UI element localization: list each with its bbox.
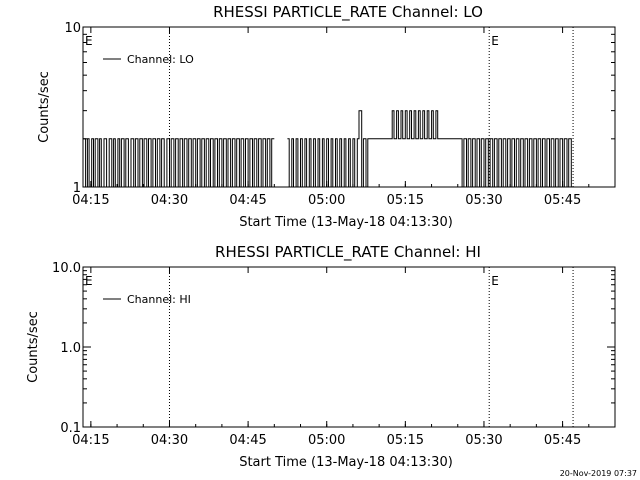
x-tick-label: 04:30	[151, 433, 188, 448]
x-tick-label: 05:00	[308, 433, 345, 448]
series-line-lo	[287, 110, 574, 188]
legend-label: Channel: HI	[127, 293, 191, 306]
event-marker-label: E	[491, 34, 499, 48]
panel-lo-x-axis-label: Start Time (13-May-18 04:13:30)	[239, 215, 453, 230]
panel-lo-y-axis-label: Counts/sec	[37, 71, 52, 143]
panel-hi: RHESSI PARTICLE_RATE Channel: HI 04:15 04…	[26, 243, 616, 470]
series-line-lo	[83, 138, 275, 188]
panel-hi-x-axis-label: Start Time (13-May-18 04:13:30)	[239, 455, 453, 470]
x-tick-label: 05:45	[544, 193, 581, 208]
x-tick-label: 05:15	[387, 193, 424, 208]
y-tick-label: 1.0	[60, 341, 81, 356]
y-tick-label: 0.1	[60, 421, 81, 436]
panel-hi-title: RHESSI PARTICLE_RATE Channel: HI	[215, 243, 481, 262]
x-tick-label: 05:30	[465, 433, 502, 448]
panel-lo-plot: 04:15 04:30 04:45 05:00 05:15 05:30 05:45 1 10 E E…	[64, 21, 616, 208]
x-tick-label: 04:45	[229, 433, 266, 448]
panel-lo: RHESSI PARTICLE_RATE Channel: LO 04:15 04…	[37, 3, 616, 230]
x-tick-label: 05:15	[387, 433, 424, 448]
x-tick-label: 04:15	[72, 433, 109, 448]
panel-lo-title: RHESSI PARTICLE_RATE Channel: LO	[213, 3, 483, 22]
y-tick-label: 10	[64, 21, 81, 36]
event-marker-label: E	[491, 274, 499, 288]
x-tick-label: 04:30	[151, 193, 188, 208]
event-marker-label: E	[85, 34, 93, 48]
y-tick-label: 1	[73, 181, 81, 196]
x-tick-label: 04:45	[229, 193, 266, 208]
panel-hi-y-axis-label: Counts/sec	[26, 311, 41, 383]
event-marker-label: E	[85, 274, 93, 288]
x-tick-label: 05:30	[465, 193, 502, 208]
y-tick-label: 10.0	[52, 261, 81, 276]
x-tick-label: 05:00	[308, 193, 345, 208]
x-tick-label: 04:15	[72, 193, 109, 208]
x-tick-label: 05:45	[544, 433, 581, 448]
footer-timestamp: 20-Nov-2019 07:37	[560, 469, 637, 478]
panel-hi-plot: 04:15 04:30 04:45 05:00 05:15 05:30 05:45 0.1 1.…	[52, 261, 616, 448]
legend-label: Channel: LO	[127, 53, 194, 66]
